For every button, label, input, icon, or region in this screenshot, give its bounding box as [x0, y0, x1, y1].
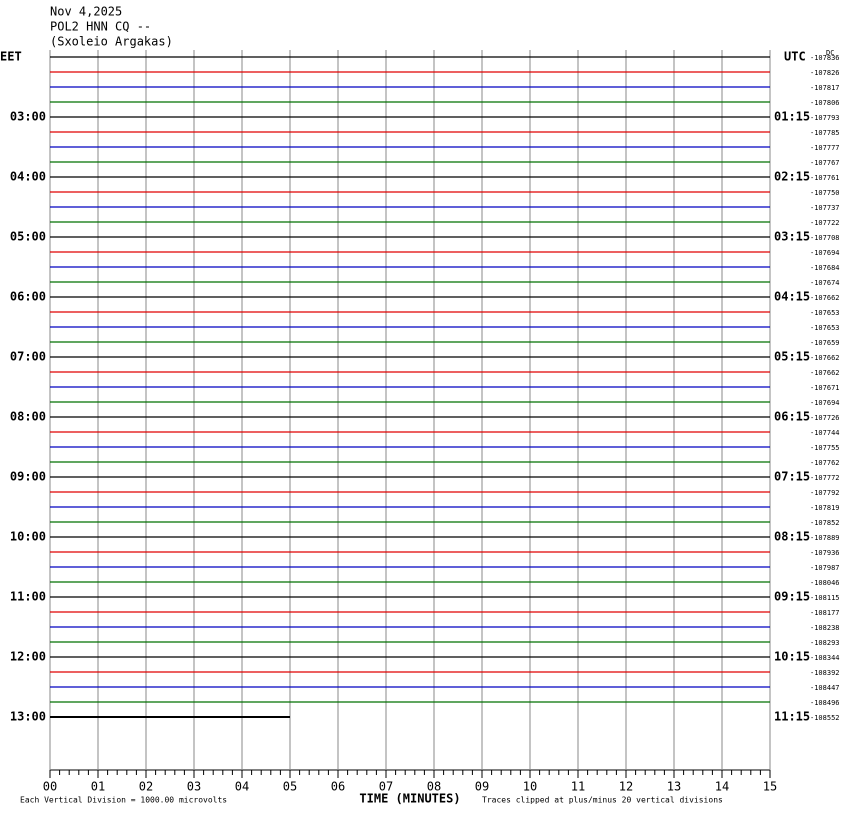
trace-offset: -107737 — [810, 204, 840, 212]
trace-offset: -107662 — [810, 294, 840, 302]
trace-offset: -107793 — [810, 114, 840, 122]
trace-offset: -107694 — [810, 399, 840, 407]
left-hour-label: 12:00 — [10, 650, 46, 664]
x-tick-label: 09 — [475, 780, 489, 794]
left-hour-label: 05:00 — [10, 230, 46, 244]
trace-offset: -108496 — [810, 699, 840, 707]
x-tick-label: 07 — [379, 780, 393, 794]
trace-offset: -107722 — [810, 219, 840, 227]
trace-offset: -107674 — [810, 279, 840, 287]
trace-offset: -107936 — [810, 549, 840, 557]
trace-offset: -107817 — [810, 84, 840, 92]
trace-offset: -107755 — [810, 444, 840, 452]
trace-offset: -107653 — [810, 309, 840, 317]
trace-offset: -107662 — [810, 354, 840, 362]
trace-offset: -107653 — [810, 324, 840, 332]
x-tick-label: 10 — [523, 780, 537, 794]
trace-offset: -107772 — [810, 474, 840, 482]
trace-offset: -108344 — [810, 654, 840, 662]
right-timezone: UTC — [784, 50, 806, 64]
trace-offset: -107826 — [810, 69, 840, 77]
x-tick-label: 01 — [91, 780, 105, 794]
trace-offset: -107767 — [810, 159, 840, 167]
trace-offset: -107792 — [810, 489, 840, 497]
x-tick-label: 15 — [763, 780, 777, 794]
trace-offset: -107819 — [810, 504, 840, 512]
left-hour-label: 10:00 — [10, 530, 46, 544]
right-hour-label: 01:15 — [774, 110, 810, 124]
trace-offset: -107777 — [810, 144, 840, 152]
x-tick-label: 06 — [331, 780, 345, 794]
right-hour-label: 09:15 — [774, 590, 810, 604]
trace-offset: -107750 — [810, 189, 840, 197]
left-hour-label: 07:00 — [10, 350, 46, 364]
trace-offset: -108392 — [810, 669, 840, 677]
trace-offset: -107694 — [810, 249, 840, 257]
trace-offset: -107836 — [810, 54, 840, 62]
trace-offset: -108046 — [810, 579, 840, 587]
trace-offset: -107889 — [810, 534, 840, 542]
location: (Sxoleio Argakas) — [50, 35, 173, 49]
footer-right: Traces clipped at plus/minus 20 vertical… — [482, 796, 723, 805]
trace-offset: -107671 — [810, 384, 840, 392]
right-hour-label: 07:15 — [774, 470, 810, 484]
right-hour-label: 03:15 — [774, 230, 810, 244]
trace-offset: -107761 — [810, 174, 840, 182]
x-tick-label: 14 — [715, 780, 729, 794]
x-tick-label: 12 — [619, 780, 633, 794]
date: Nov 4,2025 — [50, 5, 122, 19]
x-tick-label: 02 — [139, 780, 153, 794]
left-timezone: EET — [0, 50, 22, 64]
left-hour-label: 13:00 — [10, 710, 46, 724]
trace-offset: -107662 — [810, 369, 840, 377]
trace-offset: -107659 — [810, 339, 840, 347]
trace-offset: -108293 — [810, 639, 840, 647]
x-tick-label: 11 — [571, 780, 585, 794]
right-hour-label: 02:15 — [774, 170, 810, 184]
x-tick-label: 13 — [667, 780, 681, 794]
trace-offset: -108447 — [810, 684, 840, 692]
trace-offset: -107726 — [810, 414, 840, 422]
left-hour-label: 11:00 — [10, 590, 46, 604]
right-hour-label: 08:15 — [774, 530, 810, 544]
left-hour-label: 08:00 — [10, 410, 46, 424]
right-hour-label: 05:15 — [774, 350, 810, 364]
right-hour-label: 11:15 — [774, 710, 810, 724]
trace-offset: -107806 — [810, 99, 840, 107]
station: POL2 HNN CQ -- — [50, 20, 151, 34]
footer-left: Each Vertical Division = 1000.00 microvo… — [20, 796, 227, 805]
right-hour-label: 10:15 — [774, 650, 810, 664]
x-tick-label: 00 — [43, 780, 57, 794]
trace-offset: -108238 — [810, 624, 840, 632]
trace-offset: -107852 — [810, 519, 840, 527]
trace-offset: -108552 — [810, 714, 840, 722]
trace-offset: -107744 — [810, 429, 840, 437]
trace-offset: -107785 — [810, 129, 840, 137]
trace-offset: -107708 — [810, 234, 840, 242]
left-hour-label: 06:00 — [10, 290, 46, 304]
x-axis-label: TIME (MINUTES) — [359, 792, 460, 806]
trace-offset: -108115 — [810, 594, 840, 602]
trace-offset: -107684 — [810, 264, 840, 272]
x-tick-label: 03 — [187, 780, 201, 794]
trace-offset: -107762 — [810, 459, 840, 467]
trace-offset: -108177 — [810, 609, 840, 617]
x-tick-label: 08 — [427, 780, 441, 794]
x-tick-label: 04 — [235, 780, 249, 794]
x-tick-label: 05 — [283, 780, 297, 794]
left-hour-label: 09:00 — [10, 470, 46, 484]
dc-label: DC — [826, 49, 834, 57]
trace-offset: -107987 — [810, 564, 840, 572]
right-hour-label: 06:15 — [774, 410, 810, 424]
left-hour-label: 03:00 — [10, 110, 46, 124]
left-hour-label: 04:00 — [10, 170, 46, 184]
right-hour-label: 04:15 — [774, 290, 810, 304]
